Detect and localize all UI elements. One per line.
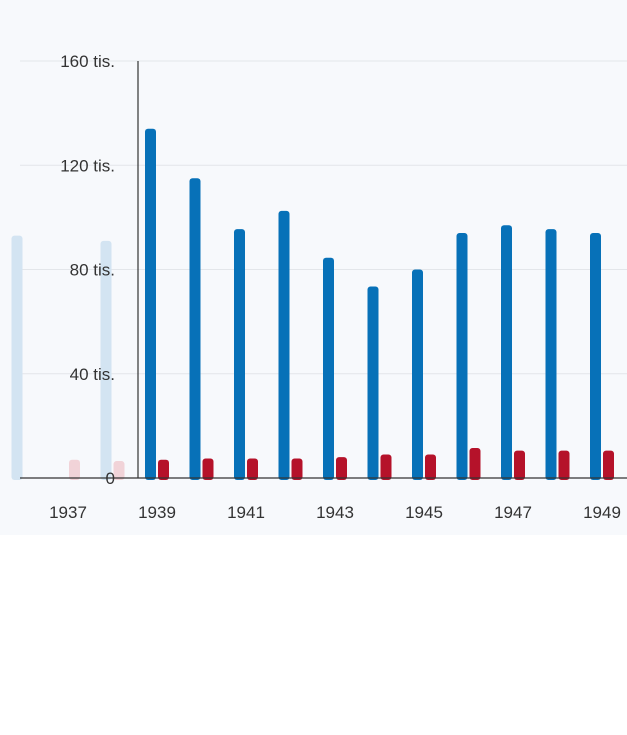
bar-1948-series-2[interactable] bbox=[558, 450, 570, 480]
bar-1944-series-2[interactable] bbox=[380, 454, 392, 480]
bar-1942-series-2[interactable] bbox=[291, 458, 303, 480]
bar-1938-series-2[interactable] bbox=[113, 461, 125, 480]
x-axis-tick-labels: 1937 1939 1941 1943 1945 1947 1949 bbox=[49, 503, 621, 522]
x-tick-label: 1937 bbox=[49, 503, 87, 522]
bar-1947-series-1[interactable] bbox=[501, 225, 512, 480]
y-tick-label: 0 bbox=[106, 469, 115, 488]
bar-1949-series-1[interactable] bbox=[590, 233, 601, 480]
bar-1936-series-1[interactable] bbox=[11, 235, 23, 480]
bar-1946-series-2[interactable] bbox=[469, 448, 481, 480]
bar-1937-series-2[interactable] bbox=[69, 459, 80, 480]
y-tick-label: 160 tis. bbox=[60, 52, 115, 71]
bar-1943-series-1[interactable] bbox=[323, 257, 334, 480]
y-tick-label: 40 tis. bbox=[70, 365, 115, 384]
x-tick-label: 1943 bbox=[316, 503, 354, 522]
bar-1947-series-2[interactable] bbox=[514, 450, 525, 480]
bar-1941-series-1[interactable] bbox=[234, 229, 245, 480]
bar-1944-series-1[interactable] bbox=[367, 286, 379, 480]
bar-1940-series-1[interactable] bbox=[189, 178, 201, 480]
chart-panel: 0 40 tis. 80 tis. 120 tis. 160 tis. 1937 1939… bbox=[11, 52, 627, 522]
x-tick-label: 1939 bbox=[138, 503, 176, 522]
bar-1939-series-1[interactable] bbox=[145, 128, 156, 480]
bar-1948-series-1[interactable] bbox=[545, 229, 557, 480]
bar-1940-series-2[interactable] bbox=[202, 458, 214, 480]
bar-1945-series-1[interactable] bbox=[412, 269, 423, 481]
bar-1938-series-1[interactable] bbox=[100, 240, 112, 480]
x-tick-label: 1941 bbox=[227, 503, 265, 522]
bar-1942-series-1[interactable] bbox=[278, 210, 290, 480]
bar-chart: 0 40 tis. 80 tis. 120 tis. 160 tis. 1937 1939… bbox=[11, 52, 627, 522]
bars bbox=[11, 128, 614, 481]
bar-1939-series-2[interactable] bbox=[158, 459, 169, 480]
axes bbox=[20, 61, 627, 479]
x-tick-label: 1949 bbox=[583, 503, 621, 522]
x-tick-label: 1945 bbox=[405, 503, 443, 522]
bar-1943-series-2[interactable] bbox=[336, 457, 347, 480]
bar-1946-series-1[interactable] bbox=[456, 233, 468, 480]
x-tick-label: 1947 bbox=[494, 503, 532, 522]
bar-1945-series-2[interactable] bbox=[425, 454, 436, 480]
bar-1949-series-2[interactable] bbox=[603, 450, 614, 480]
y-axis-tick-labels: 0 40 tis. 80 tis. 120 tis. 160 tis. bbox=[60, 52, 115, 488]
bar-1941-series-2[interactable] bbox=[247, 458, 258, 480]
y-tick-label: 80 tis. bbox=[70, 261, 115, 280]
y-tick-label: 120 tis. bbox=[60, 156, 115, 175]
